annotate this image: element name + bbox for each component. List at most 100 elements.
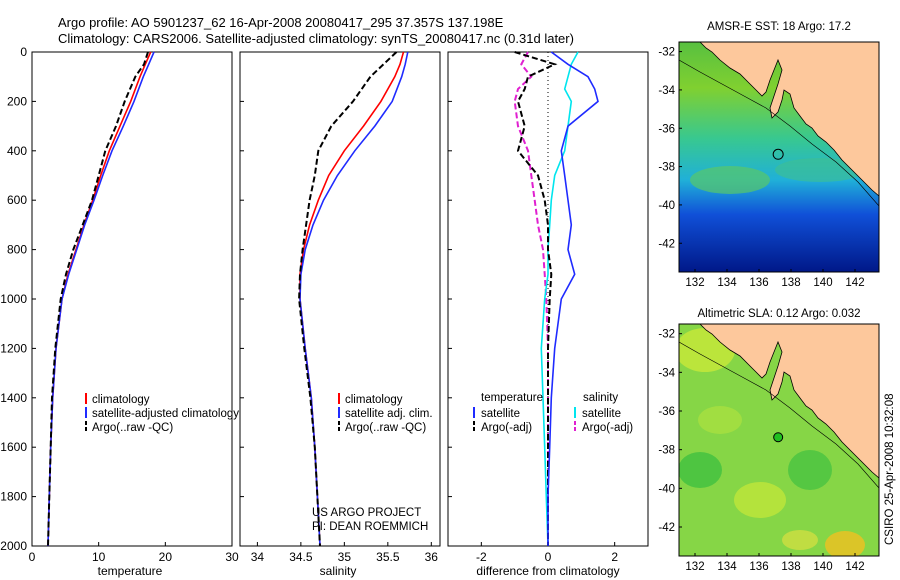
sla-map: Altimetric SLA: 0.12 Argo: 0.032 132 134 1… — [658, 308, 880, 573]
map-y-tick-label: -40 — [658, 200, 675, 212]
salinity-legend: climatology satellite adj. clim. Argo(..… — [338, 393, 433, 434]
difference-series — [513, 51, 599, 547]
series-line-satellite-adjusted-climatology — [47, 51, 155, 547]
x-tick-label: 0 — [545, 550, 552, 564]
sst-map: AMSR-E SST: 18 Argo: 17.2 132 134 136 138 14… — [658, 21, 880, 289]
x-tick-label: 0 — [29, 550, 36, 564]
x-tick-label: 10 — [92, 550, 106, 564]
map-x-tick-label: 138 — [781, 561, 800, 573]
x-tick-label: 36 — [425, 550, 439, 564]
side-timestamp-label: CSIRO 25-Apr-2008 10:32:08 — [884, 393, 896, 545]
x-tick-label: 34 — [251, 550, 265, 564]
legend-label-temp-satellite: satellite — [481, 408, 520, 420]
y-tick-label: 400 — [7, 144, 27, 158]
sst-land — [679, 42, 879, 197]
legend-label-climatology: climatology — [345, 394, 403, 406]
map-y-tick-label: -32 — [658, 329, 675, 341]
series-line-temperature-argo-adj — [514, 51, 558, 546]
header-title-line1: Argo profile: AO 5901237_62 16-Apr-2008 … — [58, 15, 504, 30]
map-x-tick-label: 138 — [781, 277, 800, 289]
map-y-tick-label: -34 — [658, 367, 675, 379]
y-tick-label: 800 — [7, 243, 27, 257]
y-tick-label: 200 — [7, 94, 27, 108]
series-line-salinity-argo-adj — [513, 51, 549, 546]
sst-map-axes: 132 134 136 138 140 142 -32 -34 -36 -38 -40 -42 — [658, 47, 864, 289]
legend-label-argo: Argo(..raw -QC) — [345, 422, 426, 434]
difference-x-label: difference from climatology — [476, 564, 619, 578]
map-x-tick-label: 142 — [845, 277, 864, 289]
map-x-tick-label: 136 — [749, 277, 768, 289]
difference-panel: -2 0 2 difference from climatology tempera… — [447, 51, 649, 578]
y-tick-label: 1400 — [0, 391, 27, 405]
legend-label-temp-argo: Argo(-adj) — [481, 422, 532, 434]
x-tick-label: 30 — [225, 550, 239, 564]
map-x-tick-label: 136 — [749, 561, 768, 573]
map-y-tick-label: -34 — [658, 85, 675, 97]
temperature-x-label: temperature — [98, 564, 163, 578]
legend-label-climatology: climatology — [92, 394, 150, 406]
sst-isobath — [679, 59, 879, 207]
sst-map-frame — [678, 41, 880, 273]
map-x-tick-label: 140 — [813, 561, 832, 573]
legend-label-sal-argo: Argo(-adj) — [582, 422, 633, 434]
map-y-tick-label: -42 — [658, 522, 675, 534]
sst-argo-marker — [772, 148, 784, 160]
salinity-x-axis: 34 34.5 35 35.5 36 — [251, 542, 439, 564]
credit-line1: US ARGO PROJECT — [312, 507, 421, 519]
y-tick-label: 1000 — [0, 292, 27, 306]
map-y-tick-label: -40 — [658, 483, 675, 495]
legend-label-satellite: satellite-adjusted climatology — [92, 408, 239, 420]
sla-isobath — [679, 341, 879, 489]
map-x-tick-label: 134 — [717, 561, 737, 573]
sla-anomaly — [782, 530, 818, 550]
temperature-series — [47, 51, 155, 547]
x-tick-label: 34.5 — [289, 550, 313, 564]
map-x-tick-label: 142 — [845, 561, 864, 573]
map-x-tick-label: 134 — [717, 277, 737, 289]
temperature-x-axis: 0 10 20 30 — [29, 542, 239, 564]
salinity-series — [298, 51, 409, 547]
sla-anomaly — [679, 452, 722, 488]
map-x-tick-label: 132 — [685, 277, 704, 289]
legend-title-salinity: salinity — [583, 392, 618, 404]
sla-map-frame — [678, 323, 880, 557]
sst-warm-patch — [775, 158, 865, 182]
x-tick-label: 2 — [611, 550, 618, 564]
y-tick-label: 2000 — [0, 539, 27, 553]
map-x-tick-label: 132 — [685, 561, 704, 573]
legend-label-argo: Argo(..raw -QC) — [92, 422, 173, 434]
sla-anomaly — [788, 450, 832, 490]
sla-map-title: Altimetric SLA: 0.12 Argo: 0.032 — [697, 308, 860, 320]
map-y-tick-label: -42 — [658, 238, 675, 250]
sla-land — [679, 324, 879, 479]
sst-map-title: AMSR-E SST: 18 Argo: 17.2 — [707, 21, 851, 33]
map-y-tick-label: -32 — [658, 47, 675, 59]
salinity-plot-frame — [239, 51, 441, 547]
difference-legend: temperature salinity satellite Argo(-adj… — [473, 392, 633, 434]
series-line-argo-raw-qc — [298, 51, 398, 547]
sla-argo-marker — [773, 432, 784, 443]
header-title-line2: Climatology: CARS2006. Satellite-adjuste… — [58, 31, 574, 46]
sst-warm-patch — [690, 166, 770, 194]
x-tick-label: 20 — [159, 550, 173, 564]
legend-label-satellite: satellite adj. clim. — [345, 408, 433, 420]
x-tick-label: 35.5 — [376, 550, 400, 564]
map-x-tick-label: 140 — [813, 277, 832, 289]
y-tick-label: 600 — [7, 193, 27, 207]
series-line-climatology — [47, 51, 152, 547]
temperature-y-axis: 0 200 400 600 800 1000 1200 1400 1600 1800 2000 — [0, 45, 452, 553]
y-tick-label: 1200 — [0, 341, 27, 355]
legend-title-temperature: temperature — [481, 392, 543, 404]
credit-line2: PI: DEAN ROEMMICH — [312, 521, 428, 533]
salinity-panel: 34 34.5 35 35.5 36 salinity climatology sate… — [239, 51, 441, 578]
temperature-panel: 0 200 400 600 800 1000 1200 1400 1600 1800 2000 0 1… — [0, 45, 452, 578]
temperature-legend: climatology satellite-adjusted climatolo… — [85, 393, 239, 434]
series-line-argo-raw-qc — [47, 51, 149, 547]
y-tick-label: 1600 — [0, 440, 27, 454]
sla-anomaly — [698, 406, 742, 434]
map-y-tick-label: -36 — [658, 406, 675, 418]
sla-map-axes: 132 134 136 138 140 142 -32 -34 -36 -38 -40 -42 — [658, 329, 864, 573]
series-line-temperature-satellite — [547, 51, 599, 546]
y-tick-label: 0 — [20, 45, 27, 59]
